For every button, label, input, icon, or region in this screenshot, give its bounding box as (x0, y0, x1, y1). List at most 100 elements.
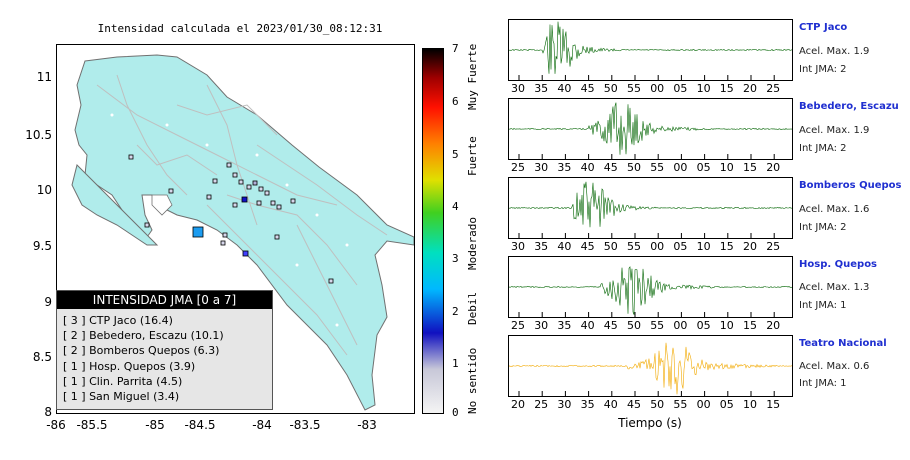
time-tick-label: 35 (557, 161, 572, 174)
time-tick-label: 20 (766, 319, 781, 332)
waveform-trace (509, 181, 792, 228)
station-markers[interactable] (128, 154, 334, 284)
station-max-acceleration: Acel. Max. 1.9 (799, 46, 870, 57)
lat-tick: 10 (36, 183, 52, 197)
waveform (509, 342, 792, 396)
time-tick-label: 00 (650, 240, 665, 253)
time-tick-label: 35 (534, 240, 549, 253)
station-name[interactable]: CTP Jaco (799, 22, 848, 33)
time-tick-label: 05 (673, 82, 688, 95)
time-tick-label: 00 (696, 398, 711, 411)
time-tick-label: 25 (511, 161, 525, 174)
time-tick-label: 35 (580, 398, 595, 411)
time-tick-label: 20 (743, 240, 757, 253)
lat-tick: 11 (36, 70, 52, 84)
time-tick-label: 05 (696, 319, 711, 332)
waveform-trace (509, 21, 792, 74)
station-intensity: Int JMA: 1 (799, 300, 847, 311)
lat-tick: 10.5 (25, 128, 52, 142)
time-tick-label: 25 (766, 82, 781, 95)
time-tick-label: 15 (743, 319, 757, 332)
time-tick-label: 55 (627, 240, 641, 253)
time-tick-label: 40 (557, 82, 572, 95)
time-tick-label: 20 (511, 398, 525, 411)
lat-tick: 8.5 (32, 350, 52, 364)
time-tick-label: 40 (603, 398, 618, 411)
time-tick-label: 40 (557, 240, 572, 253)
time-tick-label: 15 (719, 82, 734, 95)
time-tick-label: 00 (673, 161, 688, 174)
seismogram-panel (508, 98, 793, 160)
waveform (509, 102, 792, 159)
colorbar-tick: 2 (452, 305, 459, 318)
time-tick-label: 10 (696, 82, 711, 95)
time-tick-label: 10 (719, 161, 734, 174)
waveform (509, 181, 792, 238)
lon-tick: -85.5 (76, 418, 108, 432)
station-max-acceleration: Acel. Max. 0.6 (799, 361, 870, 372)
station-name[interactable]: Bebedero, Escazu (799, 101, 899, 112)
nicoya-peninsula (71, 164, 159, 246)
waveform-trace (509, 342, 792, 395)
seismogram-panel (508, 335, 793, 397)
lat-tick: 8 (44, 405, 52, 419)
time-axis-label: Tiempo (s) (618, 416, 682, 430)
time-tick-label: 15 (766, 398, 781, 411)
time-tick-label: 45 (627, 398, 641, 411)
colorbar-tick: 3 (452, 252, 459, 265)
waveform (509, 21, 792, 80)
time-tick-label: 55 (650, 161, 665, 174)
time-tick-label: 10 (719, 319, 734, 332)
station-name[interactable]: Hosp. Quepos (799, 259, 878, 270)
time-tick-label: 40 (580, 319, 595, 332)
time-tick-label: 35 (557, 319, 572, 332)
lon-tick: -86 (46, 418, 66, 432)
time-tick-label: 30 (534, 161, 549, 174)
time-tick-label: 25 (534, 398, 549, 411)
colorbar-tick: 4 (452, 200, 459, 213)
lon-tick: -83.5 (289, 418, 321, 432)
time-tick-label: 30 (511, 82, 525, 95)
time-tick-label: 25 (766, 240, 781, 253)
road-network (96, 74, 388, 356)
station-intensity: Int JMA: 1 (799, 378, 847, 389)
colorbar-word: Debil (466, 291, 479, 325)
time-tick-label: 05 (719, 398, 734, 411)
seismogram-panel (508, 256, 793, 318)
time-tick-label: 20 (743, 82, 757, 95)
waveform-trace (509, 266, 792, 315)
time-tick-label: 55 (673, 398, 688, 411)
time-tick-label: 05 (696, 161, 711, 174)
time-tick-label: 10 (743, 398, 757, 411)
time-tick-label: 40 (580, 161, 595, 174)
intensity-colorbar (422, 48, 444, 414)
seismogram-panel (508, 19, 793, 81)
land-polygon (74, 54, 414, 411)
time-tick-label: 15 (719, 240, 734, 253)
station-name[interactable]: Teatro Nacional (799, 338, 887, 349)
station-name[interactable]: Bomberos Quepos (799, 180, 902, 191)
time-tick-label: 50 (650, 398, 665, 411)
time-tick-label: 50 (627, 161, 641, 174)
time-tick-label: 20 (766, 161, 781, 174)
costa-rica-map (71, 54, 414, 411)
intensity-legend: INTENSIDAD JMA [0 a 7] [ 3 ] CTP Jaco (1… (56, 290, 273, 410)
time-tick-label: 30 (534, 319, 549, 332)
station-intensity: Int JMA: 2 (799, 143, 847, 154)
waveform-trace (509, 102, 792, 155)
station-intensity: Int JMA: 2 (799, 64, 847, 75)
time-tick-label: 15 (743, 161, 757, 174)
time-tick-label: 35 (534, 82, 549, 95)
colorbar-tick: 6 (452, 95, 459, 108)
station-max-acceleration: Acel. Max. 1.3 (799, 282, 870, 293)
lat-tick: 9.5 (32, 239, 52, 253)
legend-item: [ 2 ] Bomberos Quepos (6.3) (63, 344, 220, 358)
colorbar-tick: 5 (452, 148, 459, 161)
time-tick-label: 00 (673, 319, 688, 332)
time-tick-label: 55 (627, 82, 641, 95)
time-tick-label: 30 (511, 240, 525, 253)
time-tick-label: 45 (603, 319, 618, 332)
time-tick-label: 10 (696, 240, 711, 253)
time-tick-label: 05 (673, 240, 688, 253)
time-tick-label: 25 (511, 319, 525, 332)
